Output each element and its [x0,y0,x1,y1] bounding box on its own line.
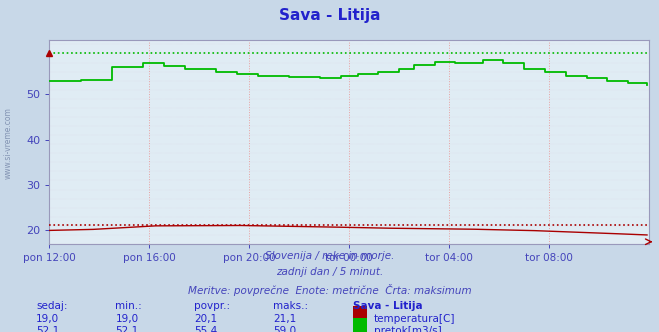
Text: Sava - Litija: Sava - Litija [279,8,380,23]
Text: 19,0: 19,0 [36,314,59,324]
Text: 52,1: 52,1 [115,326,138,332]
Text: pretok[m3/s]: pretok[m3/s] [374,326,442,332]
Text: 55,4: 55,4 [194,326,217,332]
Text: Sava - Litija: Sava - Litija [353,301,422,311]
Text: Meritve: povprečne  Enote: metrične  Črta: maksimum: Meritve: povprečne Enote: metrične Črta:… [188,284,471,296]
Text: maks.:: maks.: [273,301,308,311]
Text: 21,1: 21,1 [273,314,297,324]
Text: 52,1: 52,1 [36,326,59,332]
Text: 19,0: 19,0 [115,314,138,324]
Text: min.:: min.: [115,301,142,311]
Text: 20,1: 20,1 [194,314,217,324]
Text: www.si-vreme.com: www.si-vreme.com [3,107,13,179]
Text: Slovenija / reke in morje.: Slovenija / reke in morje. [265,251,394,261]
Text: zadnji dan / 5 minut.: zadnji dan / 5 minut. [276,267,383,277]
Text: temperatura[C]: temperatura[C] [374,314,455,324]
Text: sedaj:: sedaj: [36,301,68,311]
Text: 59,0: 59,0 [273,326,297,332]
Text: povpr.:: povpr.: [194,301,231,311]
